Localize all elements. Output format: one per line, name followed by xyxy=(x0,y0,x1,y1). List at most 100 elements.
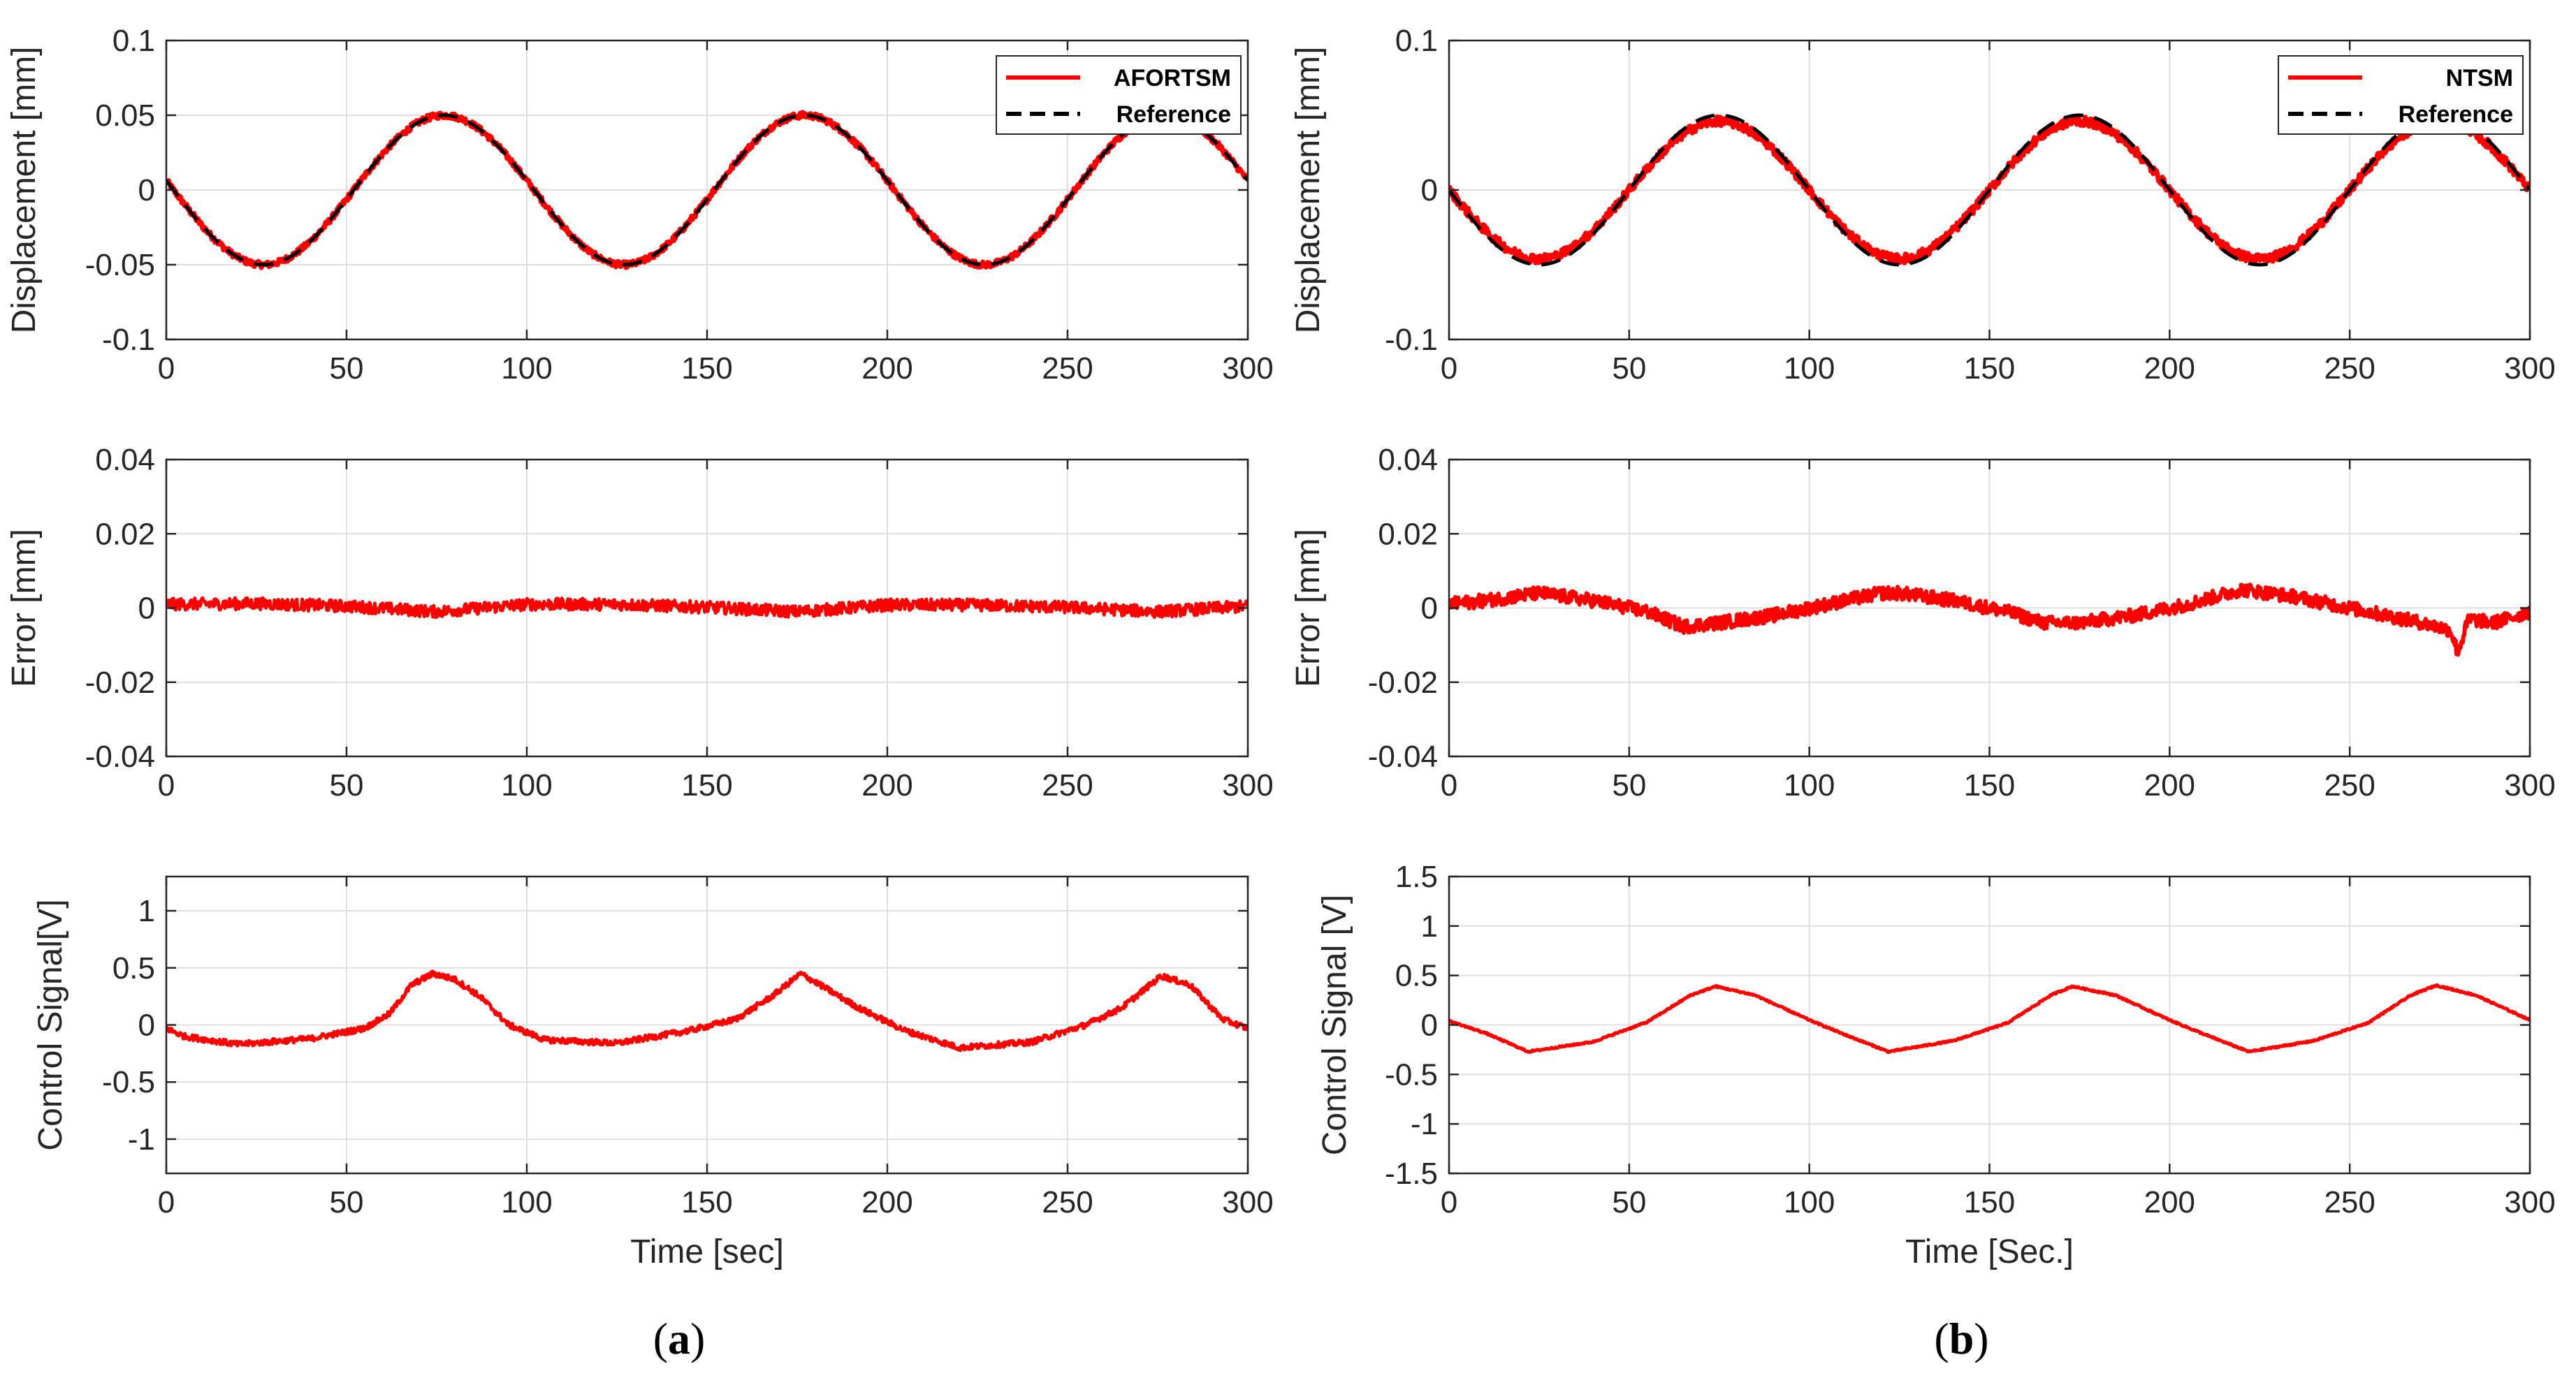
x-tick-label: 150 xyxy=(681,351,732,386)
panel-a-error: 0 50 100 150 200 250 300 -0.04 -0.02 0 0.02 0.04 Err… xyxy=(6,443,1274,803)
y-tick-label: -0.1 xyxy=(102,323,155,357)
x-tick-label: 300 xyxy=(2504,351,2555,386)
caption-a: (a) xyxy=(653,1314,706,1363)
y-tick-label: -0.05 xyxy=(85,248,155,282)
x-tick-label: 300 xyxy=(1222,351,1273,386)
series-line-error xyxy=(1449,582,2530,657)
x-tick-label: 250 xyxy=(1042,351,1093,386)
y-tick-label: 0 xyxy=(1421,1009,1438,1043)
caption-b: (b) xyxy=(1934,1314,1988,1363)
y-tick-label: -0.02 xyxy=(1368,666,1438,700)
x-tick-label: 200 xyxy=(2144,768,2195,803)
y-tick-label: -0.5 xyxy=(102,1065,155,1099)
y-axis-label: Error [mm] xyxy=(1290,529,1327,687)
x-tick-label: 100 xyxy=(1784,1185,1835,1219)
x-tick-label: 0 xyxy=(1441,1185,1457,1219)
x-tick-label: 100 xyxy=(501,1185,552,1219)
x-tick-label: 0 xyxy=(158,768,175,803)
y-tick-label: 0.1 xyxy=(112,24,155,58)
x-tick-label: 150 xyxy=(1964,768,2015,803)
x-tick-label: 250 xyxy=(2324,1185,2375,1219)
y-tick-label: 0 xyxy=(1421,592,1438,626)
x-tick-label: 100 xyxy=(501,768,552,803)
legend-label: AFORTSM xyxy=(1114,65,1231,91)
x-tick-label: 0 xyxy=(1441,768,1457,803)
x-tick-label: 200 xyxy=(2144,351,2195,386)
legend-label: NTSM xyxy=(2446,65,2513,91)
y-tick-label: -0.1 xyxy=(1385,323,1438,357)
y-tick-label: -0.02 xyxy=(85,666,155,700)
legend-label: Reference xyxy=(1116,101,1231,128)
y-tick-label: 0 xyxy=(138,592,155,626)
y-tick-label: -0.5 xyxy=(1385,1057,1438,1092)
y-tick-label: 0.04 xyxy=(1378,443,1438,477)
x-tick-label: 300 xyxy=(1222,1185,1273,1219)
legend-box xyxy=(996,55,1242,135)
x-tick-label: 300 xyxy=(2504,1185,2555,1219)
series-line-reference xyxy=(166,113,1248,267)
y-tick-label: -1 xyxy=(1411,1107,1438,1141)
legend: NTSM Reference xyxy=(2278,55,2524,135)
panel-a-control: 0 50 100 150 200 250 300 -1 -0.5 0 0.5 1 Control Sig… xyxy=(32,875,1274,1270)
y-axis-label: Control Signal[V] xyxy=(32,899,69,1150)
y-tick-label: 0.05 xyxy=(95,98,155,133)
x-tick-label: 250 xyxy=(2324,768,2375,803)
x-tick-label: 50 xyxy=(330,1185,364,1219)
x-tick-label: 150 xyxy=(681,768,732,803)
x-tick-label: 150 xyxy=(681,1185,732,1219)
y-tick-label: 0 xyxy=(1421,173,1438,207)
x-axis-label: Time [sec] xyxy=(630,1233,784,1270)
x-tick-label: 50 xyxy=(330,768,364,803)
x-tick-label: 200 xyxy=(861,351,912,386)
x-tick-label: 50 xyxy=(1612,768,1646,803)
panel-b-error: 0 50 100 150 200 250 300 -0.04 -0.02 0 0.02 0.04 Err… xyxy=(1290,443,2556,803)
y-axis-label: Displacement [mm] xyxy=(1290,47,1327,334)
legend-box xyxy=(2278,55,2524,135)
series-line-reference xyxy=(1449,113,2530,267)
y-tick-label: 1 xyxy=(1421,909,1438,944)
x-tick-label: 0 xyxy=(158,1185,175,1219)
y-tick-label: 1.5 xyxy=(1395,860,1438,894)
x-tick-label: 250 xyxy=(2324,351,2375,386)
x-tick-label: 200 xyxy=(2144,1185,2195,1219)
panel-b-control: 0 50 100 150 200 250 300 -1.5 -1 -0.5 0 0.5 1 1.5 Cont… xyxy=(1316,860,2556,1270)
series-line-control-signal xyxy=(1449,983,2530,1054)
x-tick-label: 0 xyxy=(158,351,175,386)
y-tick-label: 0.5 xyxy=(112,951,155,985)
x-tick-label: 300 xyxy=(1222,768,1273,803)
x-tick-label: 250 xyxy=(1042,768,1093,803)
x-tick-label: 100 xyxy=(1784,768,1835,803)
legend-label: Reference xyxy=(2399,101,2513,128)
x-tick-label: 150 xyxy=(1964,1185,2015,1219)
x-axis-label: Time [Sec.] xyxy=(1905,1233,2074,1270)
series-line-control-signal xyxy=(166,969,1248,1053)
y-tick-label: 0.1 xyxy=(1395,24,1438,58)
y-axis-label: Displacement [mm] xyxy=(6,47,43,334)
x-tick-label: 50 xyxy=(1612,1185,1646,1219)
y-tick-label: 0 xyxy=(138,1009,155,1043)
x-tick-label: 100 xyxy=(501,351,552,386)
x-tick-label: 200 xyxy=(861,1185,912,1219)
y-tick-label: -0.04 xyxy=(1368,740,1438,774)
x-tick-label: 50 xyxy=(330,351,364,386)
x-tick-label: 150 xyxy=(1964,351,2015,386)
x-tick-label: 100 xyxy=(1784,351,1835,386)
x-tick-label: 0 xyxy=(1441,351,1457,386)
series-line-error xyxy=(166,596,1248,620)
y-tick-label: 0.02 xyxy=(95,517,155,551)
y-tick-label: -0.04 xyxy=(85,740,155,774)
y-axis-label: Control Signal [V] xyxy=(1316,895,1353,1156)
y-tick-label: 0.02 xyxy=(1378,517,1438,551)
y-tick-label: 0 xyxy=(138,173,155,207)
x-tick-label: 50 xyxy=(1612,351,1646,386)
y-tick-label: -1.5 xyxy=(1385,1157,1438,1191)
y-axis-label: Error [mm] xyxy=(6,529,43,687)
y-tick-label: 0.04 xyxy=(95,443,155,477)
y-tick-label: -1 xyxy=(128,1122,155,1157)
x-tick-label: 250 xyxy=(1042,1185,1093,1219)
panel-a-displacement: 0 50 100 150 200 250 300 -0.1 -0.05 0 0.05 0.1 Displ… xyxy=(6,24,1274,386)
legend: AFORTSM Reference xyxy=(996,55,1242,135)
y-tick-label: 0.5 xyxy=(1395,959,1438,993)
